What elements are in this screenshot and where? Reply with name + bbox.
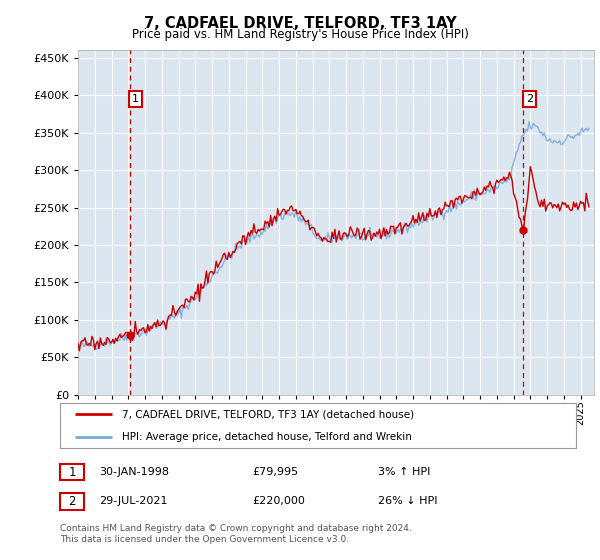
Text: £220,000: £220,000	[252, 496, 305, 506]
Text: 7, CADFAEL DRIVE, TELFORD, TF3 1AY (detached house): 7, CADFAEL DRIVE, TELFORD, TF3 1AY (deta…	[122, 409, 414, 419]
Text: 2: 2	[68, 494, 76, 508]
Text: 30-JAN-1998: 30-JAN-1998	[99, 467, 169, 477]
Text: Price paid vs. HM Land Registry's House Price Index (HPI): Price paid vs. HM Land Registry's House …	[131, 28, 469, 41]
Text: £79,995: £79,995	[252, 467, 298, 477]
Text: Contains HM Land Registry data © Crown copyright and database right 2024.
This d: Contains HM Land Registry data © Crown c…	[60, 524, 412, 544]
Text: 2: 2	[526, 94, 533, 104]
Text: 1: 1	[132, 94, 139, 104]
Text: 3% ↑ HPI: 3% ↑ HPI	[378, 467, 430, 477]
Text: 7, CADFAEL DRIVE, TELFORD, TF3 1AY: 7, CADFAEL DRIVE, TELFORD, TF3 1AY	[143, 16, 457, 31]
Text: 29-JUL-2021: 29-JUL-2021	[99, 496, 167, 506]
Text: 1: 1	[68, 465, 76, 479]
Text: HPI: Average price, detached house, Telford and Wrekin: HPI: Average price, detached house, Telf…	[122, 432, 412, 442]
Text: 26% ↓ HPI: 26% ↓ HPI	[378, 496, 437, 506]
